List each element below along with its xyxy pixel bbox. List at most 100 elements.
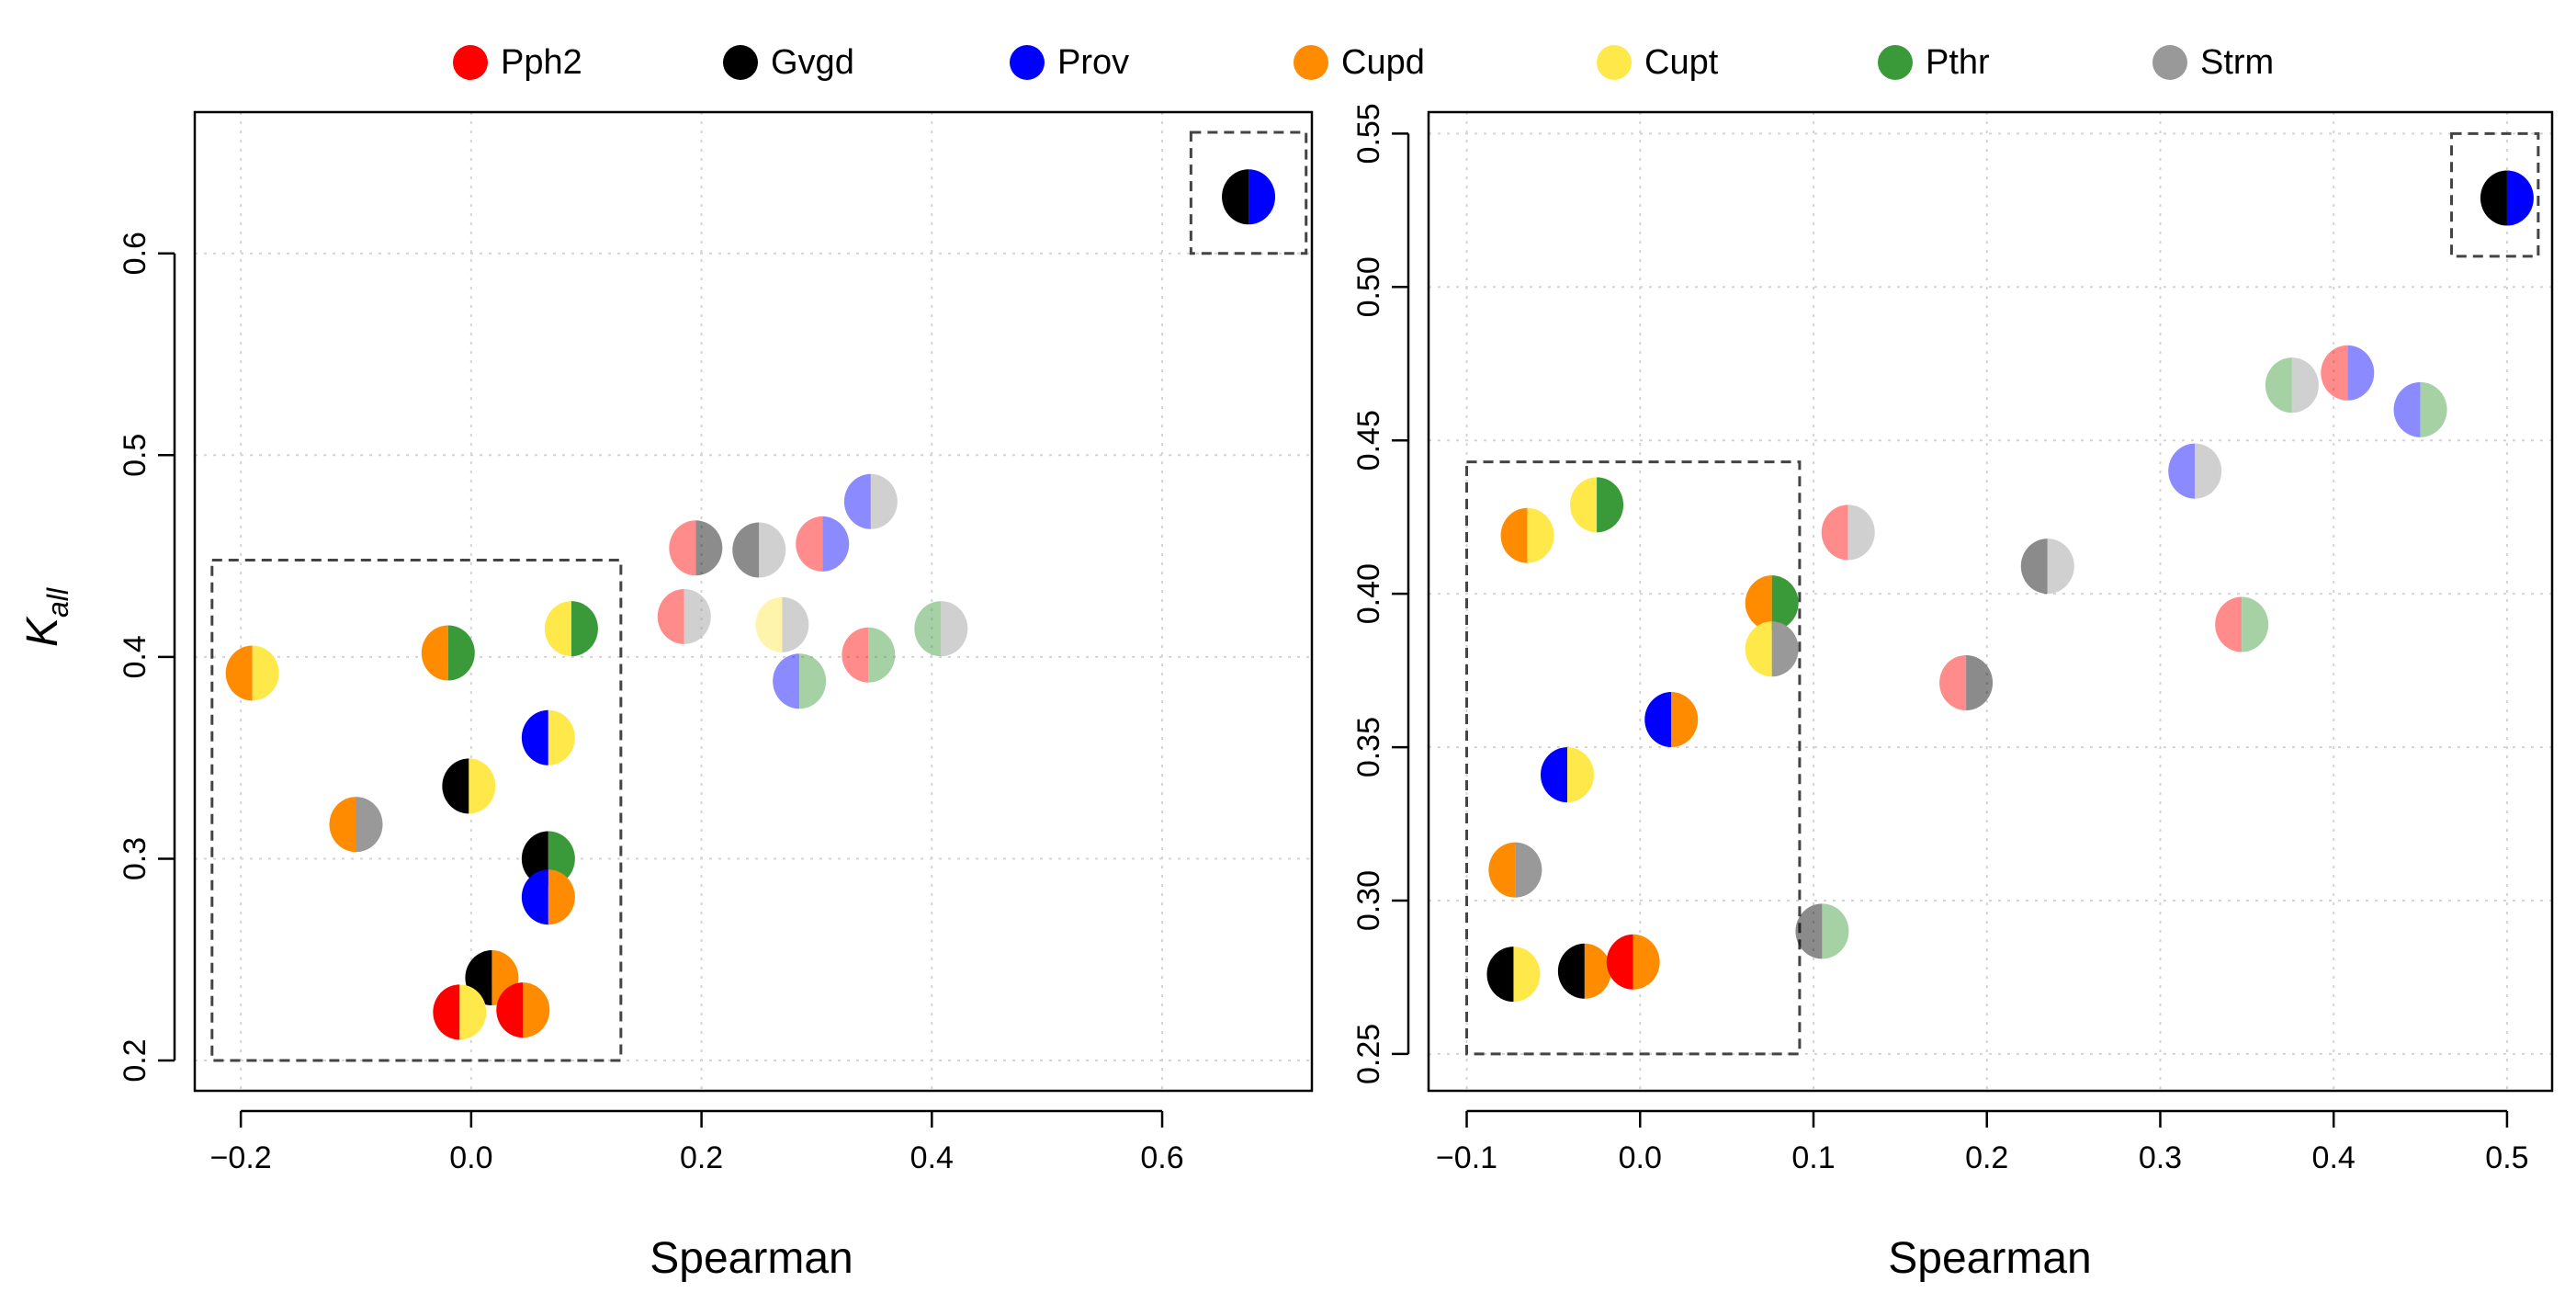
y-label-subscript: all — [41, 587, 74, 618]
legend-marker-gvgd — [723, 45, 758, 80]
panel0-point-pph2-strm — [657, 588, 711, 644]
legend-marker-pthr — [1878, 45, 1913, 80]
panel1-point-prov-cupt — [1540, 747, 1594, 803]
panel0-frame — [193, 110, 1314, 1093]
panel0-point-pph2-cupd — [496, 982, 550, 1038]
panel0-point-prov-cupt — [521, 709, 575, 765]
panel1-point-left-half — [2215, 596, 2243, 652]
panel0-point-right-half — [523, 982, 550, 1038]
panel1-point-cupd-pthr — [1745, 575, 1799, 631]
panel1-point-pph2-gvgd — [1939, 654, 1994, 710]
panel1-point-right-half — [1966, 654, 1994, 710]
panel0-point-cupt-strm — [755, 596, 809, 652]
panel1-point-left-half — [2265, 357, 2292, 414]
panel0-point-left-half — [521, 869, 548, 925]
panel0-x-tick-label: 0.6 — [1140, 1140, 1183, 1175]
panel1-point-left-half — [2480, 170, 2507, 226]
panel0-x-tick-label: 0.4 — [910, 1140, 954, 1175]
panel0-point-left-half — [544, 601, 571, 657]
panel0-point-right-half — [695, 520, 723, 576]
panel0-point-left-half — [796, 516, 823, 572]
panel1-x-tick-label: 0.3 — [2139, 1140, 2182, 1175]
panel1-point-right-half — [1847, 505, 1875, 561]
legend-marker-prov — [1010, 45, 1045, 80]
panel0-point-left-half — [442, 758, 469, 814]
panel1-point-pthr-strm — [2265, 357, 2319, 414]
panel0-point-left-half — [669, 520, 696, 576]
panel0-point-cupd-pthr — [421, 625, 475, 681]
panel1-point-left-half — [1795, 903, 1823, 959]
panel1-point-cupd-cupt — [1500, 507, 1554, 563]
panel0-y-tick-label: 0.4 — [118, 635, 153, 678]
legend-label-prov: Prov — [1057, 43, 1129, 82]
panel0-point-right-half — [759, 522, 786, 578]
panel1-point-left-half — [1557, 943, 1585, 999]
panel0-point-left-half — [421, 625, 448, 681]
panel1-highlight-box — [2450, 131, 2540, 258]
panel1-point-gvgd-cupt — [1486, 947, 1541, 1003]
panel0-point-left-half — [329, 797, 356, 853]
left-x-axis-label: Spearman — [650, 1234, 853, 1283]
panel0-point-right-half — [447, 625, 475, 681]
panel1-frame — [1427, 110, 2554, 1093]
legend-label-cupd: Cupd — [1341, 43, 1425, 82]
panel1-point-gvgd-prov — [2480, 170, 2534, 226]
panel0-point-right-half — [868, 627, 896, 683]
panel0-point-right-half — [1248, 169, 1276, 225]
panel0-point-left-half — [755, 596, 783, 652]
svg-text:Kall: Kall — [18, 587, 74, 647]
panel0-point-gvgd-prov — [1222, 169, 1276, 225]
panel1-point-cupt-pthr — [1570, 477, 1624, 533]
panel0-y-tick-label: 0.6 — [118, 232, 153, 275]
panel0-point-left-half — [496, 982, 524, 1038]
legend-marker-strm — [2152, 45, 2187, 80]
panel1-point-gvgd-strm — [2020, 539, 2074, 595]
panel0-point-right-half — [459, 984, 487, 1040]
legend-marker-cupd — [1294, 45, 1328, 80]
panel0-point-right-half — [356, 797, 383, 853]
panel1-x-tick-label: 0.5 — [2485, 1140, 2528, 1175]
panel1-point-right-half — [2047, 539, 2074, 595]
panel1-highlight-box — [1465, 460, 1802, 1056]
panel1-point-right-half — [1822, 903, 1849, 959]
panel0-point-cupt-pthr — [544, 601, 598, 657]
legend-label-strm: Strm — [2200, 43, 2274, 82]
panel1-point-right-half — [1566, 747, 1594, 803]
panel0-point-right-half — [870, 473, 898, 529]
legend-item-prov: Prov — [1010, 43, 1129, 82]
panel0-point-prov-cupd — [521, 869, 575, 925]
legend-item-cupt: Cupt — [1597, 43, 1719, 82]
panel0-point-right-half — [469, 758, 496, 814]
panel0-point-left-half — [657, 588, 684, 644]
panel1-point-prov-pthr — [2393, 381, 2447, 437]
panel0-x-tick-label: 0.2 — [680, 1140, 723, 1175]
panel0-y-tick-label: 0.2 — [118, 1038, 153, 1082]
panel1-y-tick-label: 0.40 — [1351, 563, 1386, 624]
panel1-x-tick-label: −0.1 — [1436, 1140, 1497, 1175]
panel0-point-gvgd-cupt — [442, 758, 496, 814]
legend-label-cupt: Cupt — [1644, 43, 1719, 82]
panel1-point-right-half — [1771, 575, 1799, 631]
panel0-point-left-half — [433, 984, 460, 1040]
panel0-point-right-half — [548, 869, 575, 925]
panel1-y-tick-label: 0.50 — [1351, 256, 1386, 317]
panel1-point-pph2-cupd — [1606, 934, 1660, 990]
panel1-point-left-half — [1644, 692, 1672, 748]
panel0-point-right-half — [799, 653, 827, 709]
panel0-point-left-half — [521, 709, 548, 765]
panel0-point-right-half — [252, 645, 279, 701]
panel0-point-prov-strm — [843, 473, 898, 529]
panel1-point-right-half — [2420, 381, 2447, 437]
panel1-point-left-half — [2321, 345, 2348, 401]
legend-label-pph2: Pph2 — [501, 43, 582, 82]
panel1-x-tick-label: 0.2 — [1965, 1140, 2008, 1175]
panel0-point-left-half — [732, 522, 760, 578]
panel0-point-left-half — [843, 473, 871, 529]
panel1-point-right-half — [2291, 357, 2319, 414]
panel1-x-tick-label: 0.0 — [1619, 1140, 1662, 1175]
panel0-y-tick-label: 0.5 — [118, 434, 153, 477]
panel1-point-right-half — [1527, 507, 1554, 563]
panel0-point-left-half — [842, 627, 869, 683]
panel1-point-right-half — [2347, 345, 2375, 401]
panel0-point-right-half — [782, 596, 809, 652]
